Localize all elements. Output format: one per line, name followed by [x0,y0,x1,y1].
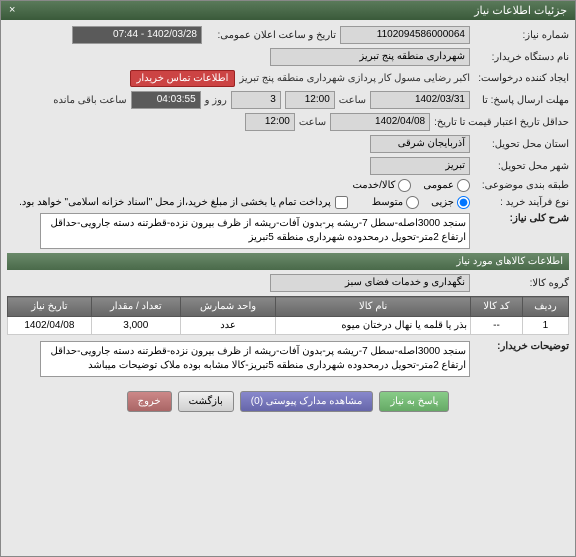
time-label-2: ساعت [299,117,326,128]
group-label: گروه کالا: [474,278,569,289]
need-number-label: شماره نیاز: [474,30,569,41]
category-label: طبقه بندی موضوعی: [474,180,569,191]
window-title: جزئیات اطلاعات نیاز [474,4,567,17]
buyer-name-label: نام دستگاه خریدار: [474,52,569,63]
city-label: شهر محل تحویل: [474,161,569,172]
td-1: -- [471,317,523,335]
table-row[interactable]: 1 -- بذر یا قلمه یا نهال درختان میوه عدد… [8,317,569,335]
payment-checkbox[interactable] [335,196,348,209]
category-radio-group: عمومی کالا/خدمت [352,179,470,192]
requester-label: ایجاد کننده درخواست: [474,73,569,84]
purchase-opt-0[interactable]: جزیی [431,196,470,209]
reply-deadline-remain: 04:03:55 [131,91,201,109]
province-label: استان محل تحویل: [474,139,569,150]
content-area: شماره نیاز: 1102094586000064 تاریخ و ساع… [1,20,575,424]
category-opt-0[interactable]: عمومی [423,179,470,192]
td-4: 3,000 [91,317,180,335]
city-value: تبریز [370,157,470,175]
need-desc-label: شرح کلی نیاز: [474,213,569,224]
attachments-button[interactable]: مشاهده مدارک پیوستی (0) [240,391,374,412]
category-radio-0[interactable] [457,179,470,192]
th-2: نام کالا [276,297,471,317]
buyer-desc-value: سنجد 3000اصله-سطل 7-ریشه پر-بدون آفات-ری… [40,341,470,377]
dialog-window: جزئیات اطلاعات نیاز × شماره نیاز: 110209… [0,0,576,557]
td-3: عدد [180,317,275,335]
buyer-name-value: شهرداری منطقه پنج تبریز [270,48,470,66]
titlebar: جزئیات اطلاعات نیاز × [1,1,575,20]
days-label: روز و [205,95,227,106]
time-label-1: ساعت [339,95,366,106]
remain-label: ساعت باقی مانده [53,95,126,106]
category-radio-1[interactable] [398,179,411,192]
category-opt-1[interactable]: کالا/خدمت [352,179,411,192]
section-goods-header: اطلاعات کالاهای مورد نیاز [7,253,569,270]
td-0: 1 [522,317,568,335]
buyer-desc-label: توضیحات خریدار: [474,341,569,352]
group-value: نگهداری و خدمات فضای سبز [270,274,470,292]
announce-date-label: تاریخ و ساعت اعلان عمومی: [206,30,336,41]
td-5: 1402/04/08 [8,317,92,335]
exit-button[interactable]: خروج [127,391,172,412]
th-1: کد کالا [471,297,523,317]
payment-note-row: پرداخت تمام یا بخشی از مبلغ خرید،از محل … [19,196,348,209]
th-0: ردیف [522,297,568,317]
province-value: آذربایجان شرقی [370,135,470,153]
footer-buttons: پاسخ به نیاز مشاهده مدارک پیوستی (0) باز… [7,385,569,418]
td-2: بذر یا قلمه یا نهال درختان میوه [276,317,471,335]
credit-expiry-date: 1402/04/08 [330,113,430,131]
purchase-radio-1[interactable] [406,196,419,209]
announce-date-value: 1402/03/28 - 07:44 [72,26,202,44]
close-icon[interactable]: × [9,4,15,17]
reply-deadline-label: مهلت ارسال پاسخ: تا [474,95,569,106]
purchase-radio-0[interactable] [457,196,470,209]
payment-note-text: پرداخت تمام یا بخشی از مبلغ خرید،از محل … [19,197,331,208]
contact-info-button[interactable]: اطلاعات تماس خریدار [130,70,236,87]
credit-expiry-time: 12:00 [245,113,295,131]
th-3: واحد شمارش [180,297,275,317]
goods-table: ردیف کد کالا نام کالا واحد شمارش تعداد /… [7,296,569,335]
purchase-type-label: نوع فرآیند خرید : [474,197,569,208]
th-4: تعداد / مقدار [91,297,180,317]
th-5: تاریخ نیاز [8,297,92,317]
credit-expiry-label: حداقل تاریخ اعتبار قیمت تا تاریخ: [434,117,569,128]
reply-button[interactable]: پاسخ به نیاز [379,391,449,412]
reply-deadline-days: 3 [231,91,281,109]
need-number-value: 1102094586000064 [340,26,470,44]
requester-value: اکبر رضایی مسول کار پردازی شهرداری منطقه… [239,73,470,84]
reply-deadline-time: 12:00 [285,91,335,109]
purchase-opt-1[interactable]: متوسط [372,196,419,209]
reply-deadline-date: 1402/03/31 [370,91,470,109]
need-desc-value: سنجد 3000اصله-سطل 7-ریشه پر-بدون آفات-ری… [40,213,470,249]
return-button[interactable]: بازگشت [178,391,234,412]
table-header-row: ردیف کد کالا نام کالا واحد شمارش تعداد /… [8,297,569,317]
purchase-type-radio-group: جزیی متوسط [372,196,470,209]
